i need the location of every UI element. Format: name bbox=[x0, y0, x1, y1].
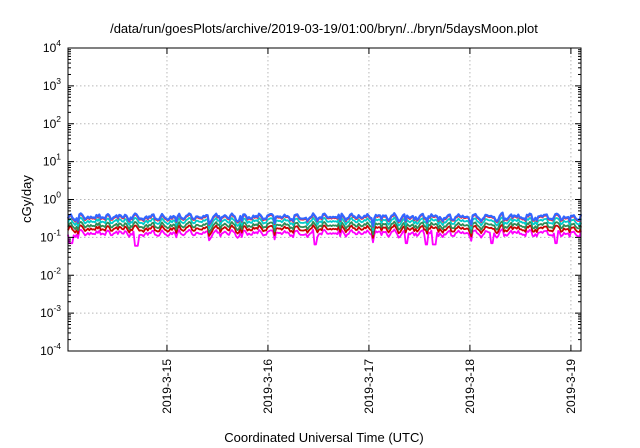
y-tick-label: 10-3 bbox=[40, 303, 61, 320]
y-tick-label: 101 bbox=[43, 152, 61, 169]
chart-title: /data/run/goesPlots/archive/2019-03-19/0… bbox=[110, 21, 538, 36]
x-tick-label: 2019-3-16 bbox=[261, 359, 275, 414]
x-axis-label: Coordinated Universal Time (UTC) bbox=[224, 430, 423, 445]
y-tick-label: 10-2 bbox=[40, 265, 61, 282]
series-line-4 bbox=[67, 216, 582, 232]
y-tick-label: 10-1 bbox=[40, 227, 61, 244]
x-tick-label: 2019-3-17 bbox=[362, 359, 376, 414]
series-layer bbox=[67, 211, 583, 247]
y-tick-label: 102 bbox=[43, 114, 61, 131]
x-tick-label: 2019-3-19 bbox=[564, 359, 578, 414]
y-tick-label: 10-4 bbox=[40, 341, 61, 358]
x-tick-label: 2019-3-15 bbox=[160, 359, 174, 414]
y-tick-label: 104 bbox=[43, 38, 61, 55]
y-axis: 104 103 102 101 100 10-1 10-2 10-3 10-4 bbox=[40, 38, 581, 358]
x-tick-label: 2019-3-18 bbox=[463, 359, 477, 414]
x-axis: 2019-3-15 2019-3-16 2019-3-17 2019-3-18 2019… bbox=[160, 48, 578, 414]
series-line-3 bbox=[67, 220, 582, 236]
series-line-2 bbox=[67, 223, 582, 239]
y-tick-label: 103 bbox=[43, 76, 61, 93]
series-line-6 bbox=[67, 211, 583, 228]
grid bbox=[68, 48, 581, 351]
y-axis-label: cGy/day bbox=[19, 175, 34, 223]
y-tick-label: 100 bbox=[43, 190, 61, 207]
series-line-1 bbox=[67, 228, 582, 247]
